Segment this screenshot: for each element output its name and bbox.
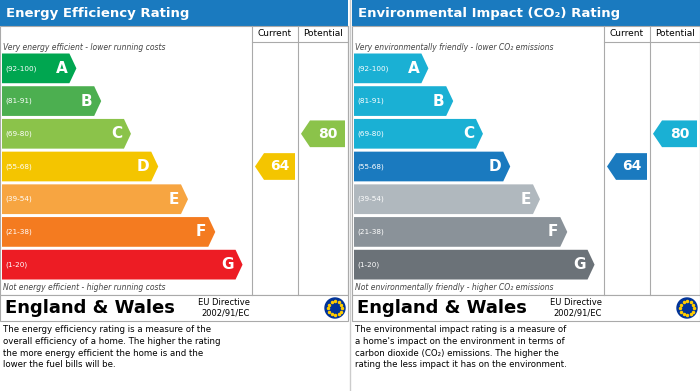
Text: Environmental Impact (CO₂) Rating: Environmental Impact (CO₂) Rating — [358, 7, 620, 20]
Polygon shape — [354, 119, 483, 149]
Bar — [0, 295, 348, 321]
Text: (1-20): (1-20) — [5, 262, 27, 268]
Text: (21-38): (21-38) — [5, 229, 32, 235]
Text: C: C — [111, 126, 122, 141]
Polygon shape — [2, 54, 76, 83]
Text: EU Directive
2002/91/EC: EU Directive 2002/91/EC — [550, 298, 602, 318]
Polygon shape — [354, 54, 428, 83]
Polygon shape — [354, 185, 540, 214]
Circle shape — [677, 298, 697, 318]
Text: 80: 80 — [318, 127, 337, 141]
Text: (1-20): (1-20) — [357, 262, 379, 268]
Text: B: B — [80, 93, 92, 109]
Text: (92-100): (92-100) — [5, 65, 36, 72]
Text: D: D — [489, 159, 501, 174]
Circle shape — [325, 298, 345, 318]
Polygon shape — [2, 217, 216, 247]
Text: Current: Current — [258, 29, 292, 38]
Text: (39-54): (39-54) — [5, 196, 32, 203]
Text: F: F — [548, 224, 559, 239]
Bar — [0, 26, 348, 295]
Text: England & Wales: England & Wales — [5, 299, 175, 317]
Text: D: D — [136, 159, 149, 174]
Polygon shape — [2, 119, 131, 149]
Text: (69-80): (69-80) — [357, 131, 384, 137]
Text: (81-91): (81-91) — [5, 98, 32, 104]
Text: E: E — [521, 192, 531, 207]
Polygon shape — [653, 120, 697, 147]
Text: (39-54): (39-54) — [357, 196, 384, 203]
Text: Not energy efficient - higher running costs: Not energy efficient - higher running co… — [3, 283, 165, 292]
Text: (21-38): (21-38) — [357, 229, 384, 235]
Polygon shape — [255, 153, 295, 180]
Polygon shape — [354, 86, 453, 116]
Text: Energy Efficiency Rating: Energy Efficiency Rating — [6, 7, 190, 20]
Polygon shape — [2, 185, 188, 214]
Text: (92-100): (92-100) — [357, 65, 388, 72]
Polygon shape — [2, 152, 158, 181]
Text: Potential: Potential — [655, 29, 695, 38]
Text: (69-80): (69-80) — [5, 131, 32, 137]
Text: B: B — [433, 93, 445, 109]
Polygon shape — [607, 153, 647, 180]
Text: 80: 80 — [670, 127, 690, 141]
Bar — [352, 26, 700, 295]
Text: E: E — [169, 192, 179, 207]
Text: The energy efficiency rating is a measure of the
overall efficiency of a home. T: The energy efficiency rating is a measur… — [3, 325, 220, 369]
Bar — [352, 0, 700, 26]
Text: Not environmentally friendly - higher CO₂ emissions: Not environmentally friendly - higher CO… — [355, 283, 554, 292]
Text: Current: Current — [610, 29, 644, 38]
Bar — [0, 0, 348, 26]
Text: Very environmentally friendly - lower CO₂ emissions: Very environmentally friendly - lower CO… — [355, 43, 554, 52]
Text: Very energy efficient - lower running costs: Very energy efficient - lower running co… — [3, 43, 165, 52]
Polygon shape — [2, 86, 101, 116]
Polygon shape — [354, 217, 567, 247]
Polygon shape — [2, 250, 243, 280]
Text: C: C — [463, 126, 474, 141]
Polygon shape — [354, 152, 510, 181]
Text: G: G — [573, 257, 586, 272]
Text: (81-91): (81-91) — [357, 98, 384, 104]
Text: EU Directive
2002/91/EC: EU Directive 2002/91/EC — [198, 298, 250, 318]
Text: The environmental impact rating is a measure of
a home's impact on the environme: The environmental impact rating is a mea… — [355, 325, 567, 369]
Text: England & Wales: England & Wales — [357, 299, 527, 317]
Polygon shape — [354, 250, 594, 280]
Text: Potential: Potential — [303, 29, 343, 38]
Text: 64: 64 — [270, 160, 289, 174]
Polygon shape — [301, 120, 345, 147]
Text: A: A — [55, 61, 67, 76]
Text: G: G — [221, 257, 234, 272]
Text: F: F — [196, 224, 206, 239]
Text: 64: 64 — [622, 160, 641, 174]
Text: (55-68): (55-68) — [5, 163, 32, 170]
Text: (55-68): (55-68) — [357, 163, 384, 170]
Text: A: A — [407, 61, 419, 76]
Bar — [352, 295, 700, 321]
